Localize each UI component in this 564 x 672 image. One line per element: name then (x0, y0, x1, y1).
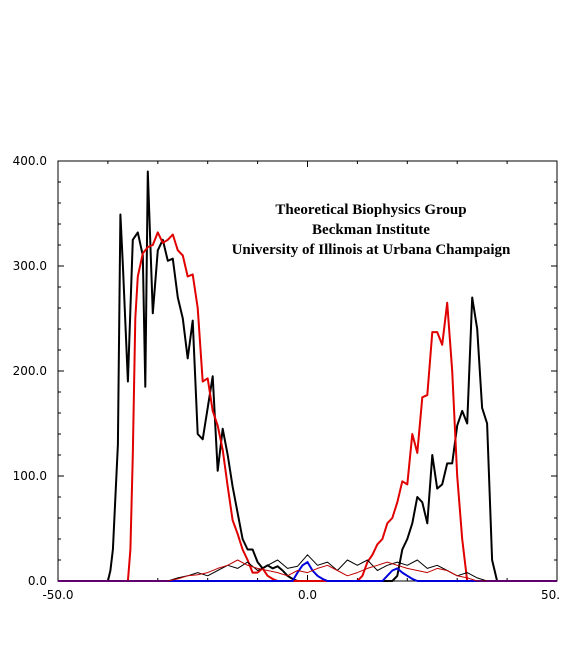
annotation-line-3: University of Illinois at Urbana Champai… (232, 242, 511, 258)
series-layer (58, 170, 557, 582)
series-line-4 (58, 554, 557, 582)
y-tick-label: 200.0 (13, 364, 47, 378)
annotation-line-1: Theoretical Biophysics Group (275, 202, 466, 218)
annotation: Theoretical Biophysics Group Beckman Ins… (232, 202, 511, 258)
y-tick-label: 100.0 (13, 469, 47, 483)
y-tick-label: 300.0 (13, 259, 47, 273)
x-tick-label: 50. (541, 588, 560, 602)
series-line-3 (58, 561, 557, 582)
plot-frame (57, 160, 558, 582)
x-tick-label: 0.0 (298, 588, 317, 602)
y-tick-label: 400.0 (13, 154, 47, 168)
series-line-1 (58, 170, 557, 582)
annotation-line-2: Beckman Institute (312, 222, 430, 238)
y-tick-label: 0.0 (28, 574, 47, 588)
series-line-5 (58, 559, 557, 582)
x-tick-label: -50.0 (42, 588, 73, 602)
y-axis-ticks: 0.0 100.0 200.0 300.0 400.0 (13, 154, 557, 588)
